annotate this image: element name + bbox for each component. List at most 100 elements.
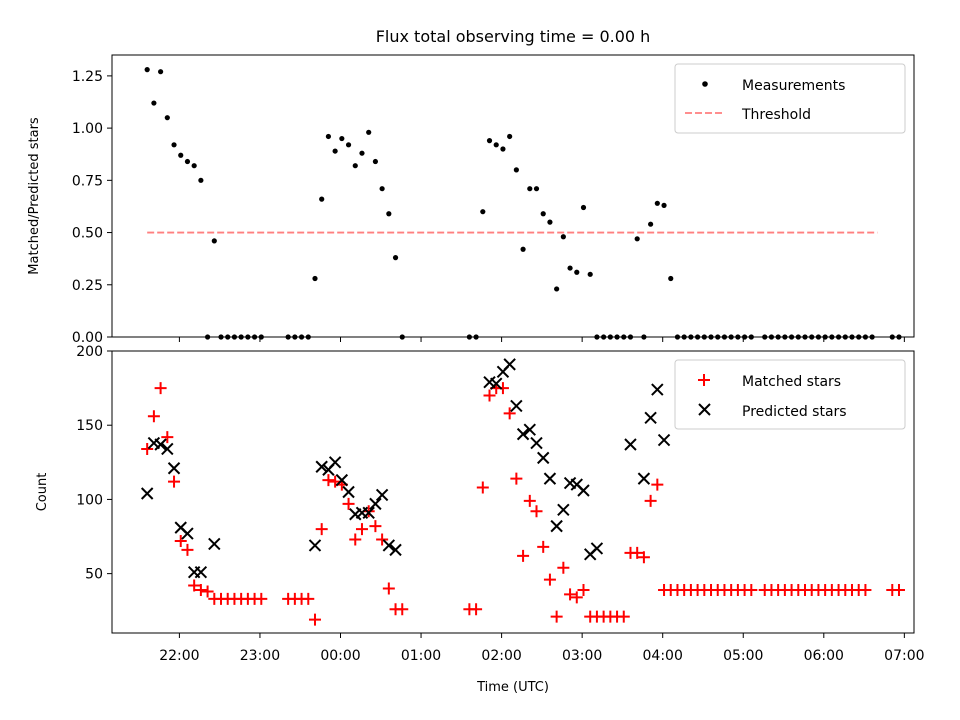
measurement-point bbox=[533, 186, 540, 192]
predicted-star-point bbox=[557, 503, 570, 517]
predicted-star-point bbox=[624, 438, 637, 451]
x-tick-label: 06:00 bbox=[804, 648, 844, 664]
matched-star-point bbox=[382, 582, 395, 595]
measurement-point bbox=[379, 186, 385, 192]
measurement-point bbox=[198, 177, 204, 183]
matched-star-point bbox=[496, 382, 509, 395]
matched-star-point bbox=[530, 505, 543, 518]
predicted-star-point bbox=[308, 539, 322, 552]
predicted-star-point bbox=[490, 377, 503, 390]
measurement-point bbox=[319, 196, 325, 202]
predicted-star-point bbox=[657, 433, 671, 447]
matched-star-point bbox=[154, 382, 167, 395]
matched-star-point bbox=[617, 610, 630, 623]
measurement-point bbox=[171, 142, 177, 148]
bottom-panel-y-axis: 50 100 150 200 bbox=[76, 344, 112, 583]
measurement-point bbox=[560, 234, 566, 240]
measurement-point bbox=[540, 211, 546, 217]
matched-star-point bbox=[892, 583, 905, 596]
predicted-star-point bbox=[315, 460, 328, 473]
x-tick-label: 23:00 bbox=[240, 648, 280, 664]
measurement-point bbox=[580, 204, 587, 211]
bottom-panel-marks bbox=[140, 358, 905, 626]
measurement-point bbox=[191, 163, 197, 169]
predicted-star-point bbox=[651, 383, 664, 396]
matched-star-point bbox=[523, 494, 536, 507]
x-tick-label: 03:00 bbox=[562, 648, 602, 664]
matched-star-point bbox=[557, 561, 570, 574]
matched-star-point bbox=[651, 478, 664, 491]
top-legend: Measurements Threshold bbox=[674, 63, 906, 134]
top-y-axis-label: Matched/Predicted stars bbox=[27, 117, 42, 275]
matched-star-point bbox=[188, 579, 201, 592]
predicted-star-point bbox=[194, 565, 208, 579]
x-tick-label: 05:00 bbox=[723, 648, 763, 664]
measurement-point bbox=[500, 146, 506, 152]
predicted-star-point bbox=[335, 473, 349, 487]
measurement-point bbox=[554, 286, 560, 292]
matched-star-point bbox=[631, 546, 644, 559]
matched-star-point bbox=[161, 431, 174, 444]
predicted-star-point bbox=[644, 411, 657, 424]
legend-label-predicted-stars: Predicted stars bbox=[742, 404, 847, 420]
measurement-point bbox=[164, 115, 170, 121]
matched-star-point bbox=[859, 583, 872, 596]
matched-star-point bbox=[315, 523, 328, 536]
measurement-point bbox=[386, 211, 392, 217]
matched-star-point bbox=[483, 389, 496, 402]
matched-star-point bbox=[510, 472, 523, 485]
predicted-star-point bbox=[167, 462, 181, 475]
x-tick-label: 00:00 bbox=[320, 648, 360, 664]
measurement-point bbox=[359, 150, 365, 156]
predicted-star-point bbox=[154, 438, 167, 451]
measurement-point bbox=[493, 142, 499, 148]
legend-label-matched-stars: Matched stars bbox=[742, 374, 841, 390]
predicted-star-point bbox=[140, 487, 154, 500]
measurement-point bbox=[345, 142, 352, 148]
matched-star-point bbox=[470, 603, 483, 616]
measurement-point bbox=[312, 275, 318, 282]
measurement-point bbox=[513, 167, 519, 173]
predicted-star-point bbox=[389, 543, 402, 557]
legend-marker-predicted-stars bbox=[698, 403, 711, 416]
predicted-star-point bbox=[208, 537, 221, 551]
matched-star-point bbox=[255, 592, 268, 605]
measurement-point bbox=[574, 269, 580, 275]
matched-star-point bbox=[537, 540, 550, 553]
matched-star-point bbox=[376, 533, 389, 546]
bottom-legend: Matched stars Predicted stars bbox=[674, 359, 906, 430]
predicted-star-point bbox=[637, 472, 651, 485]
predicted-star-point bbox=[181, 527, 194, 540]
top-chart-title: Flux total observing time = 0.00 h bbox=[376, 27, 651, 46]
matched-star-point bbox=[503, 407, 516, 420]
measurement-point bbox=[520, 246, 526, 252]
matched-star-point bbox=[349, 533, 362, 546]
measurement-point bbox=[661, 202, 667, 208]
predicted-star-point bbox=[342, 485, 355, 499]
predicted-star-point bbox=[328, 456, 342, 469]
predicted-star-point bbox=[523, 423, 536, 436]
matched-star-point bbox=[637, 551, 650, 564]
matched-star-point bbox=[194, 583, 207, 596]
matched-star-point bbox=[302, 592, 315, 605]
legend-marker-matched-stars bbox=[698, 374, 710, 386]
y-tick-label: 50 bbox=[85, 567, 103, 583]
bottom-panel-x-axis: 22:00 23:00 00:00 01:00 02:00 03:00 04:00 05:00… bbox=[159, 633, 925, 664]
predicted-star-point bbox=[550, 519, 563, 533]
matched-star-point bbox=[168, 475, 181, 488]
matched-star-point bbox=[308, 613, 321, 626]
measurement-point bbox=[392, 255, 399, 261]
measurement-point bbox=[648, 221, 654, 227]
x-tick-label: 04:00 bbox=[643, 648, 683, 664]
matched-star-point bbox=[517, 549, 530, 562]
measurement-point bbox=[372, 158, 379, 165]
top-legend-box bbox=[674, 63, 906, 134]
y-tick-label: 150 bbox=[76, 418, 103, 434]
x-tick-label: 07:00 bbox=[884, 648, 924, 664]
y-tick-label: 1.00 bbox=[72, 121, 103, 137]
top-panel-y-axis: 0.00 0.25 0.50 0.75 1.00 1.25 bbox=[72, 69, 112, 346]
predicted-star-point bbox=[375, 488, 389, 502]
matched-star-point bbox=[174, 534, 187, 547]
x-tick-label: 22:00 bbox=[159, 648, 199, 664]
